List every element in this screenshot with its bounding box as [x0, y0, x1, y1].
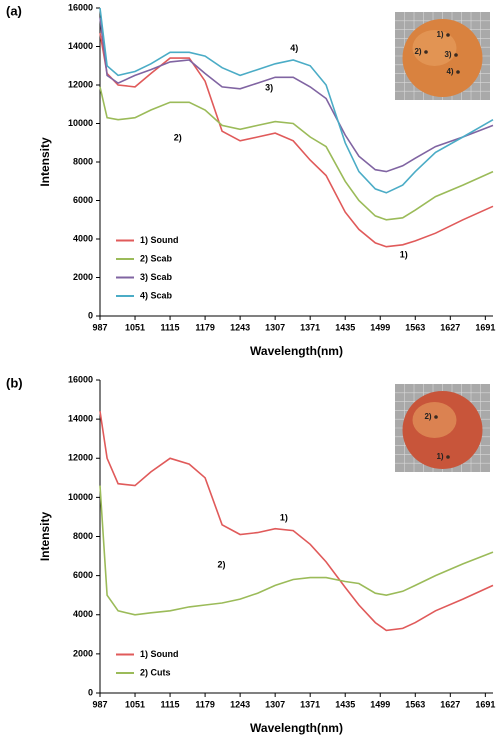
y-axis-label: Intensity: [38, 512, 52, 562]
inset-spot: [456, 70, 460, 74]
y-tick-label: 8000: [73, 156, 93, 166]
legend-label: 3) Scab: [140, 272, 173, 282]
x-tick-label: 1691: [475, 699, 495, 709]
apple-highlight: [412, 30, 457, 66]
inset-label: 3): [444, 50, 451, 59]
inset-label: 2): [424, 412, 431, 421]
y-tick-label: 16000: [68, 374, 93, 384]
legend-label: 1) Sound: [140, 235, 179, 245]
x-tick-label: 1371: [300, 322, 320, 332]
x-tick-label: 1307: [265, 699, 285, 709]
x-tick-label: 1499: [370, 699, 390, 709]
annotation: 2): [218, 559, 226, 569]
x-tick-label: 1435: [335, 699, 355, 709]
y-tick-label: 8000: [73, 531, 93, 541]
x-tick-label: 1115: [161, 699, 180, 709]
y-axis-label: Intensity: [38, 137, 52, 187]
x-tick-label: 1435: [335, 322, 355, 332]
series-line: [99, 86, 494, 221]
x-tick-label: 1627: [440, 699, 460, 709]
y-tick-label: 0: [88, 310, 93, 320]
legend-label: 1) Sound: [140, 649, 179, 659]
y-tick-label: 2000: [73, 272, 93, 282]
panel-label: (a): [6, 3, 22, 18]
x-axis-label: Wavelength(nm): [250, 344, 343, 358]
x-tick-label: 1051: [125, 699, 145, 709]
y-tick-label: 0: [88, 687, 93, 697]
annotation: 1): [280, 512, 288, 522]
inset-photo: 2) 1): [395, 384, 490, 472]
x-tick-label: 1371: [300, 699, 320, 709]
x-tick-label: 1563: [405, 699, 425, 709]
series-line: [99, 17, 494, 173]
apple-highlight: [412, 402, 457, 438]
x-tick-label: 1179: [195, 322, 215, 332]
panel-label: (b): [6, 375, 23, 390]
y-tick-label: 12000: [68, 79, 93, 89]
inset-spot: [446, 455, 450, 459]
x-tick-label: 1627: [440, 322, 460, 332]
annotation: 1): [400, 249, 408, 259]
series-line: [99, 32, 494, 248]
inset-label: 2): [414, 47, 421, 56]
inset-label: 1): [436, 452, 443, 461]
y-tick-label: 6000: [73, 570, 93, 580]
y-tick-label: 6000: [73, 195, 93, 205]
inset-spot: [446, 33, 450, 37]
x-tick-label: 1307: [265, 322, 285, 332]
y-tick-label: 14000: [68, 41, 93, 51]
legend-label: 2) Cuts: [140, 667, 171, 677]
x-tick-label: 987: [92, 322, 107, 332]
inset-spot: [424, 50, 428, 54]
series-line: [99, 485, 494, 616]
annotation: 4): [290, 43, 298, 53]
inset-label: 1): [436, 30, 443, 39]
annotation: 3): [265, 82, 273, 92]
x-axis-label: Wavelength(nm): [250, 721, 343, 735]
x-tick-label: 1499: [370, 322, 390, 332]
x-tick-label: 987: [92, 699, 107, 709]
x-tick-label: 1691: [475, 322, 495, 332]
legend-label: 4) Scab: [140, 290, 173, 300]
inset-photo: 1) 2) 3) 4): [395, 12, 490, 100]
inset-spot: [454, 53, 458, 57]
series-line: [99, 7, 494, 194]
legend-label: 2) Scab: [140, 253, 173, 263]
y-tick-label: 2000: [73, 648, 93, 658]
y-tick-label: 16000: [68, 2, 93, 12]
x-tick-label: 1243: [230, 699, 250, 709]
x-tick-label: 1115: [161, 322, 180, 332]
y-tick-label: 10000: [68, 118, 93, 128]
x-tick-label: 1243: [230, 322, 250, 332]
series-line: [99, 411, 494, 632]
x-tick-label: 1563: [405, 322, 425, 332]
annotation: 2): [174, 132, 182, 142]
y-tick-label: 14000: [68, 414, 93, 424]
y-tick-label: 4000: [73, 233, 93, 243]
x-tick-label: 1179: [195, 699, 215, 709]
y-tick-label: 4000: [73, 609, 93, 619]
inset-label: 4): [446, 67, 453, 76]
x-tick-label: 1051: [125, 322, 145, 332]
y-tick-label: 10000: [68, 492, 93, 502]
y-tick-label: 12000: [68, 453, 93, 463]
inset-spot: [434, 415, 438, 419]
